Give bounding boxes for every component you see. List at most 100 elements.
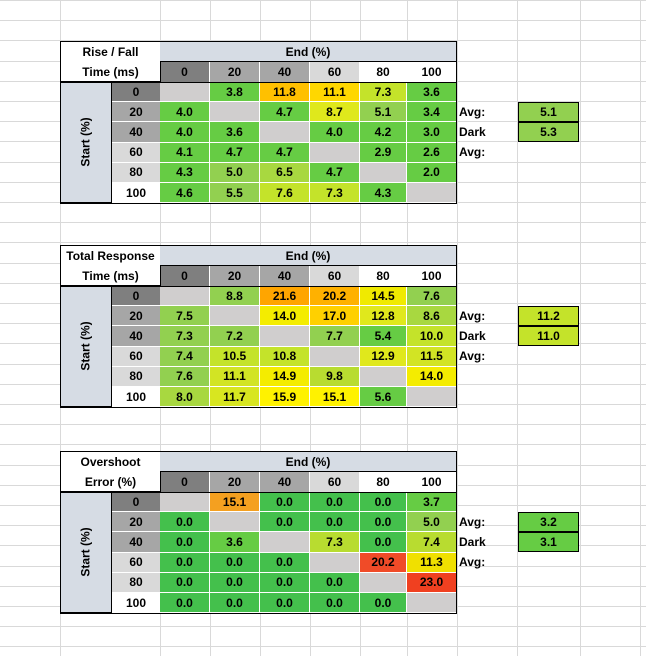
heatmap-cell: 8.8 [210, 286, 260, 307]
heatmap-cell: 7.3 [310, 183, 360, 204]
column-header: 40 [260, 62, 310, 82]
heatmap-cell: 7.4 [407, 532, 457, 553]
heatmap-cell: 12.9 [360, 346, 407, 367]
heatmap-cell: 0.0 [210, 593, 260, 614]
heatmap-cell: 7.3 [310, 532, 360, 553]
heatmap-cell: 0.0 [160, 572, 210, 593]
heatmap-cell: 7.6 [160, 366, 210, 387]
heatmap-cell: 4.3 [360, 183, 407, 204]
heatmap-cell: 3.0 [407, 122, 457, 143]
heatmap-cell: 5.0 [407, 512, 457, 533]
heatmap-cell: 0.0 [360, 512, 407, 533]
column-header: 60 [310, 472, 360, 492]
heatmap-cell: 17.0 [310, 306, 360, 327]
sheet-gridline-h [0, 424, 646, 425]
table-title: Overshoot Error (%) [60, 451, 161, 492]
heatmap-cell: 6.5 [260, 162, 310, 183]
heatmap-cell: 4.1 [160, 142, 210, 163]
heatmap-cell: 4.0 [310, 122, 360, 143]
heatmap-cell: 10.5 [210, 346, 260, 367]
dark-avg-label: Dark Avg: [459, 125, 486, 160]
start-axis-label: Start (%) [79, 527, 93, 577]
heatmap-cell: 2.9 [360, 142, 407, 163]
heatmap-cell: 8.7 [310, 102, 360, 123]
table-title: Rise / Fall Time (ms) [60, 41, 161, 82]
avg-label: Avg: [459, 309, 486, 324]
heatmap-cell: 14.5 [360, 286, 407, 307]
heatmap-cell: 15.1 [310, 387, 360, 408]
heatmap-cell: 4.0 [160, 122, 210, 143]
heatmap-cell: 14.9 [260, 366, 310, 387]
heatmap-cell: 0.0 [260, 552, 310, 573]
heatmap-cell: 0.0 [360, 593, 407, 614]
heatmap-cell: 20.2 [360, 552, 407, 573]
heatmap-cell [160, 286, 210, 307]
start-axis-box: Start (%) [60, 286, 112, 408]
row-header: 0 [112, 286, 160, 307]
heatmap-cell: 11.1 [310, 82, 360, 103]
end-axis-label: End (%) [160, 451, 457, 472]
table-title-line: Rise / Fall [82, 44, 139, 59]
column-header: 20 [210, 472, 260, 492]
dark-avg-value: 5.3 [518, 122, 579, 143]
sheet-gridline-v [517, 0, 518, 656]
table-title-line: Time (ms) [82, 64, 139, 79]
start-axis-label: Start (%) [79, 321, 93, 371]
avg-label: Avg: [459, 105, 486, 120]
column-header: 80 [360, 266, 407, 286]
avg-label: Avg: [459, 515, 486, 530]
sheet-gridline-h [0, 626, 646, 627]
column-header: 20 [210, 62, 260, 82]
heatmap-cell: 0.0 [160, 552, 210, 573]
row-header: 20 [112, 102, 160, 123]
heatmap-cell: 23.0 [407, 572, 457, 593]
avg-value: 3.2 [518, 512, 579, 533]
row-header: 20 [112, 306, 160, 327]
start-axis-box: Start (%) [60, 492, 112, 614]
row-header: 0 [112, 82, 160, 103]
heatmap-cell: 9.8 [310, 366, 360, 387]
dark-avg-value: 11.0 [518, 326, 579, 347]
start-axis-box: Start (%) [60, 82, 112, 204]
sheet-gridline-h [0, 0, 646, 1]
heatmap-cell [360, 162, 407, 183]
row-header: 100 [112, 387, 160, 408]
sheet-gridline-v [457, 0, 458, 656]
heatmap-cell [360, 366, 407, 387]
heatmap-cell: 5.6 [360, 387, 407, 408]
table-title: Total Response Time (ms) [60, 245, 161, 286]
column-header: 80 [360, 472, 407, 492]
heatmap-cell: 10.8 [260, 346, 310, 367]
heatmap-cell: 11.8 [260, 82, 310, 103]
heatmap-cell: 7.2 [210, 326, 260, 347]
heatmap-cell: 11.5 [407, 346, 457, 367]
heatmap-cell [310, 552, 360, 573]
row-header: 20 [112, 512, 160, 533]
heatmap-cell: 0.0 [260, 572, 310, 593]
end-axis-label: End (%) [160, 41, 457, 62]
heatmap-cell: 0.0 [310, 593, 360, 614]
sheet-gridline-v [580, 0, 581, 656]
heatmap-cell: 3.6 [407, 82, 457, 103]
row-header: 80 [112, 366, 160, 387]
avg-value: 5.1 [518, 102, 579, 123]
table-title-line: Total Response [66, 248, 155, 263]
column-header: 0 [160, 266, 210, 286]
heatmap-cell: 0.0 [260, 593, 310, 614]
column-header: 0 [160, 472, 210, 492]
avg-value: 11.2 [518, 306, 579, 327]
heatmap-cell: 14.0 [260, 306, 310, 327]
heatmap-cell: 4.6 [160, 183, 210, 204]
heatmap-cell [260, 532, 310, 553]
heatmap-cell: 0.0 [310, 512, 360, 533]
heatmap-cell: 7.5 [160, 306, 210, 327]
column-header: 40 [260, 266, 310, 286]
heatmap-cell: 7.4 [160, 346, 210, 367]
heatmap-cell: 11.7 [210, 387, 260, 408]
sheet-gridline-v [640, 0, 641, 656]
row-header: 40 [112, 122, 160, 143]
row-header: 100 [112, 593, 160, 614]
heatmap-cell: 3.6 [210, 532, 260, 553]
heatmap-cell: 21.6 [260, 286, 310, 307]
heatmap-cell: 5.5 [210, 183, 260, 204]
